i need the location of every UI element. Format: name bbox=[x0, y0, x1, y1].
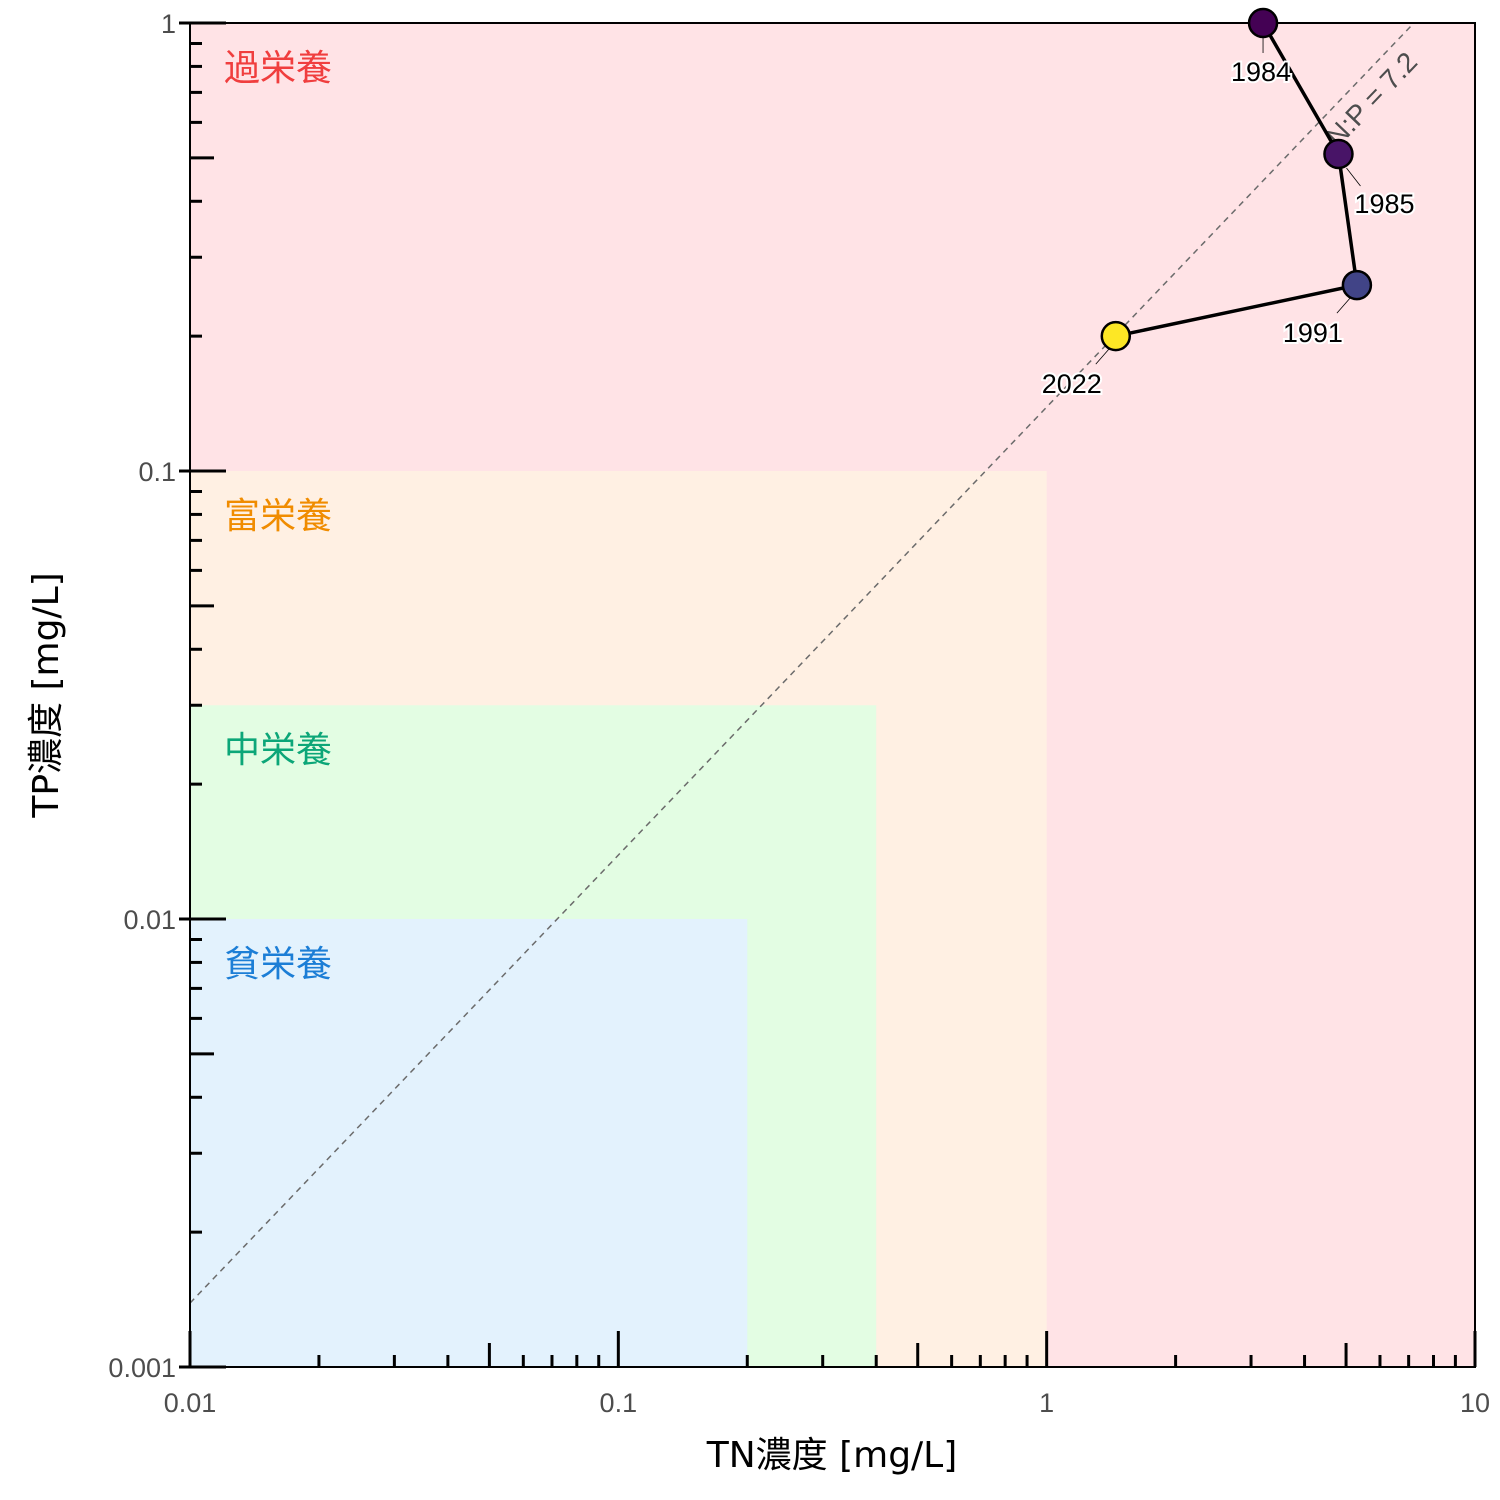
x-tick-label: 0.01 bbox=[164, 1388, 217, 1418]
zone-rect bbox=[190, 919, 748, 1367]
point-label-1985: 1985 bbox=[1354, 189, 1414, 219]
np-ratio-line bbox=[189, 22, 1415, 1304]
y-tick-label: 0.001 bbox=[108, 1353, 176, 1383]
y-tick-label: 1 bbox=[161, 9, 176, 39]
plot-frame bbox=[189, 22, 1476, 1368]
point-label-1991: 1991 bbox=[1283, 318, 1343, 348]
point-label-leader bbox=[1346, 167, 1361, 187]
y-tick-label: 0.1 bbox=[138, 457, 176, 487]
x-tick-label: 0.1 bbox=[600, 1388, 638, 1418]
point-label-leader bbox=[1095, 347, 1111, 365]
data-point-1984 bbox=[1247, 7, 1279, 39]
point-label-1984: 1984 bbox=[1231, 57, 1291, 87]
axis-ticks: 0.01 0.1 1 10 0.001 0.01 0.1 1 bbox=[108, 9, 1490, 1418]
x-tick-label: 10 bbox=[1460, 1388, 1490, 1418]
zone-label: 富栄養 bbox=[224, 496, 332, 537]
x-tick-label: 1 bbox=[1039, 1388, 1054, 1418]
x-axis-title: TN濃度 [mg/L] bbox=[706, 1435, 958, 1476]
y-axis-title: TP濃度 [mg/L] bbox=[26, 572, 67, 818]
zone-label: 貧栄養 bbox=[224, 944, 332, 985]
data-point-1985 bbox=[1323, 138, 1354, 170]
data-point-2022 bbox=[1100, 320, 1132, 352]
data-point-1991 bbox=[1341, 269, 1373, 301]
data-series: 1984 1985 1991 2022 bbox=[1040, 7, 1417, 401]
zone-label: 過栄養 bbox=[224, 48, 332, 89]
zone-label: 中栄養 bbox=[224, 730, 332, 771]
point-label-2022: 2022 bbox=[1042, 369, 1102, 399]
point-label-leader bbox=[1336, 296, 1352, 314]
y-tick-label: 0.01 bbox=[123, 905, 176, 935]
series-trajectory-line bbox=[1115, 22, 1359, 338]
